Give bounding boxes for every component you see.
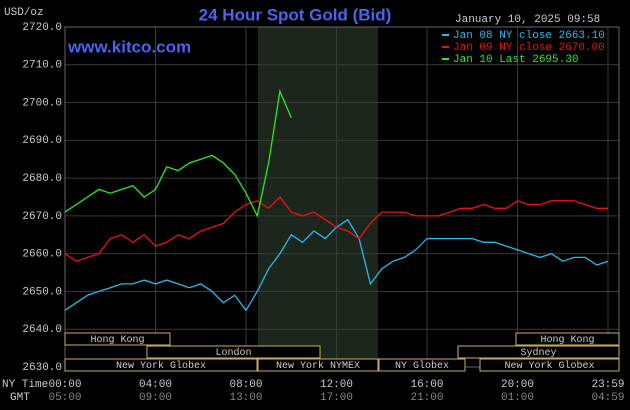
session-label: New York Globex [504,360,594,372]
y-tick-label: 2660.0 [22,249,62,261]
x2-tick-label: 05:00 [48,392,81,404]
y-tick-label: 2630.0 [22,362,62,374]
series-line [64,196,608,262]
y-tick-label: 2700.0 [22,97,62,109]
series-line [64,88,292,218]
x2-tick-label: 09:00 [139,392,172,404]
legend-entry: Jan 09 NY close 2670.00 [453,42,605,54]
session-bar [479,358,620,372]
session-label: Sydney [520,347,556,359]
x-tick-label: 08:00 [229,379,262,391]
session-bar [378,358,466,372]
x2-tick-label: 17:00 [320,392,353,404]
session-bar [146,345,321,359]
x-axis-label: NY Time [2,379,48,391]
y-tick-label: 2640.0 [22,324,62,336]
x-tick-label: 04:00 [139,379,172,391]
x2-tick-label: 21:00 [410,392,443,404]
timestamp: January 10, 2025 09:58 [455,14,600,26]
session-label: NY Globex [395,360,449,372]
legend-entry: Jan 10 Last 2695.30 [453,54,578,66]
session-label: London [215,347,251,359]
y-tick-label: 2720.0 [22,22,62,34]
x-tick-label: 16:00 [410,379,443,391]
x-tick-label: 23:59 [591,379,624,391]
grid [64,26,620,368]
x2-axis-label: GMT [10,392,30,404]
y-tick-label: 2670.0 [22,211,62,223]
x-tick-label: 00:00 [48,379,81,391]
x2-tick-label: 13:00 [229,392,262,404]
y-axis-label: USD/oz [4,7,44,19]
x-tick-label: 20:00 [501,379,534,391]
y-tick-label: 2650.0 [22,286,62,298]
watermark: www.kitco.com [67,37,191,56]
x2-tick-label: 01:00 [501,392,534,404]
session-bar [457,345,620,359]
x2-tick-label: 04:59 [591,392,624,404]
session-label: New York Globex [116,360,206,372]
legend-entry: Jan 08 NY close 2663.10 [453,30,605,42]
x-tick-label: 12:00 [320,379,353,391]
session-label: New York NYMEX [276,360,360,372]
session-bar [64,358,258,372]
session-bar [257,358,379,372]
sessions: Hong Kong London New York Globex New York N… [64,332,620,372]
y-tick-label: 2680.0 [22,173,62,185]
nymex-hours-band [258,27,378,367]
lines [64,88,609,312]
session-label: Hong Kong [540,335,594,346]
y-tick-label: 2710.0 [22,60,62,72]
chart-title: 24 Hour Spot Gold (Bid) [199,5,392,24]
session-bar [515,332,620,346]
session-label: Hong Kong [90,335,144,346]
y-tick-label: 2690.0 [22,135,62,147]
session-bar [64,332,171,346]
